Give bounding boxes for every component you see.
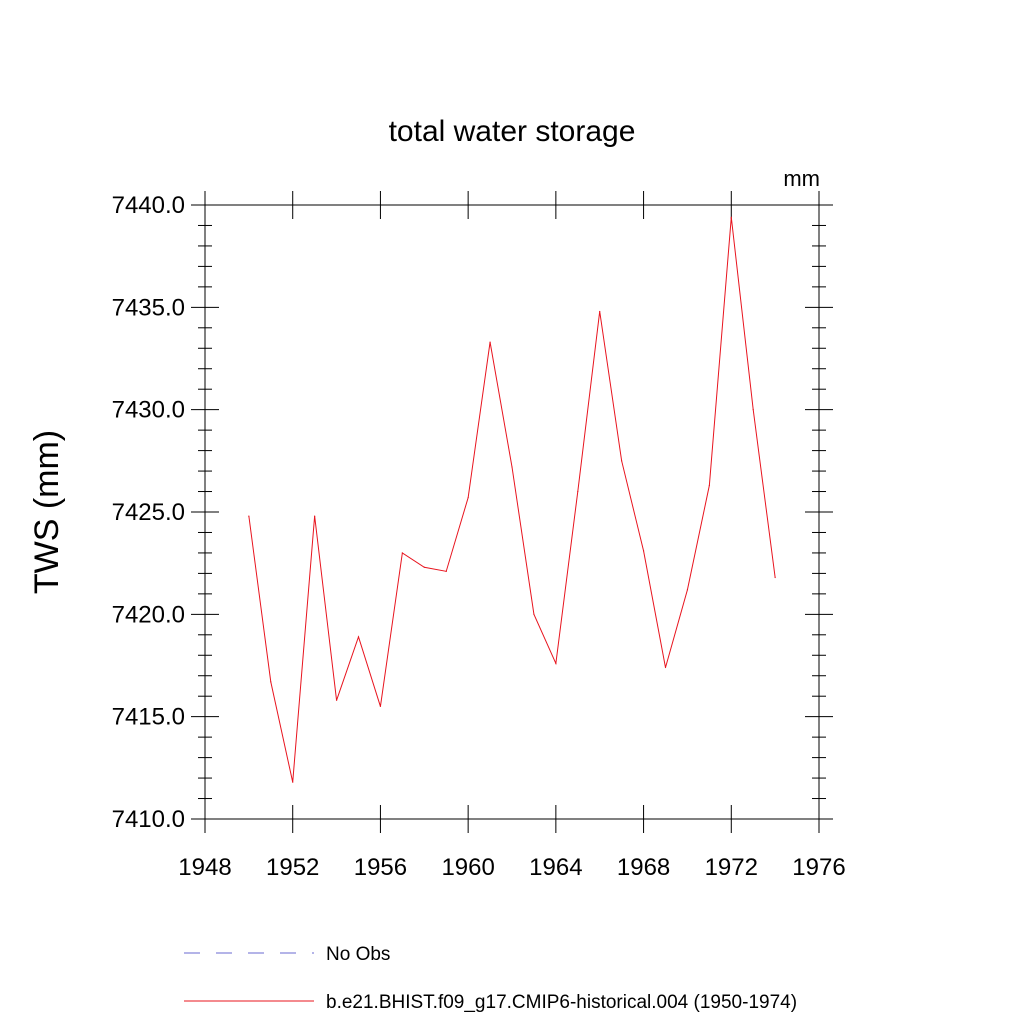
y-tick-label: 7435.0 — [112, 294, 185, 321]
data-point — [708, 484, 710, 486]
data-point — [489, 341, 491, 343]
x-tick-label: 1972 — [705, 854, 758, 881]
data-point — [248, 515, 250, 517]
data-point — [621, 460, 623, 462]
data-point — [511, 466, 513, 468]
y-tick-label: 7415.0 — [112, 704, 185, 731]
data-point — [774, 576, 776, 579]
data-point — [357, 636, 360, 638]
data-point — [445, 570, 447, 572]
data-point — [335, 699, 338, 701]
data-point — [664, 666, 667, 669]
y-tick-label: 7410.0 — [112, 806, 185, 833]
y-axis-title: TWS (mm) — [28, 430, 66, 594]
data-point — [555, 662, 557, 665]
data-point — [423, 566, 425, 568]
x-tick-label: 1952 — [266, 854, 319, 881]
y-tick-label: 7430.0 — [112, 397, 185, 424]
units-label: mm — [783, 166, 820, 191]
data-point — [730, 216, 732, 218]
data-point — [379, 705, 382, 708]
data-point — [752, 409, 754, 411]
x-tick-label: 1948 — [178, 854, 231, 881]
data-point — [401, 552, 403, 554]
y-tick-label: 7425.0 — [112, 499, 185, 526]
chart-title: total water storage — [389, 115, 636, 148]
data-point — [642, 550, 645, 552]
data-point — [270, 681, 272, 683]
legend-label: b.e21.BHIST.f09_g17.CMIP6-historical.004… — [326, 992, 797, 1013]
y-tick-label: 7440.0 — [112, 192, 185, 219]
legend: No Obs b.e21.BHIST.f09_g17.CMIP6-historic… — [184, 944, 797, 1013]
axis-ticks: 7410.0 7415.0 7420.0 7425.0 7430.0 7435.0 7440… — [112, 191, 846, 881]
data-point — [599, 310, 601, 313]
x-tick-label: 1964 — [529, 854, 582, 881]
data-point — [533, 613, 535, 615]
data-point — [686, 589, 689, 591]
series-line-0 — [248, 217, 776, 783]
legend-label: No Obs — [326, 944, 390, 965]
y-tick-label: 7420.0 — [112, 601, 185, 628]
x-tick-label: 1956 — [354, 854, 407, 881]
x-tick-label: 1960 — [441, 854, 494, 881]
x-tick-label: 1976 — [792, 854, 845, 881]
data-point — [292, 781, 294, 783]
data-point — [577, 490, 579, 493]
data-point — [314, 515, 316, 517]
x-tick-label: 1968 — [617, 854, 670, 881]
data-point — [467, 497, 469, 499]
series-layer — [248, 216, 776, 783]
